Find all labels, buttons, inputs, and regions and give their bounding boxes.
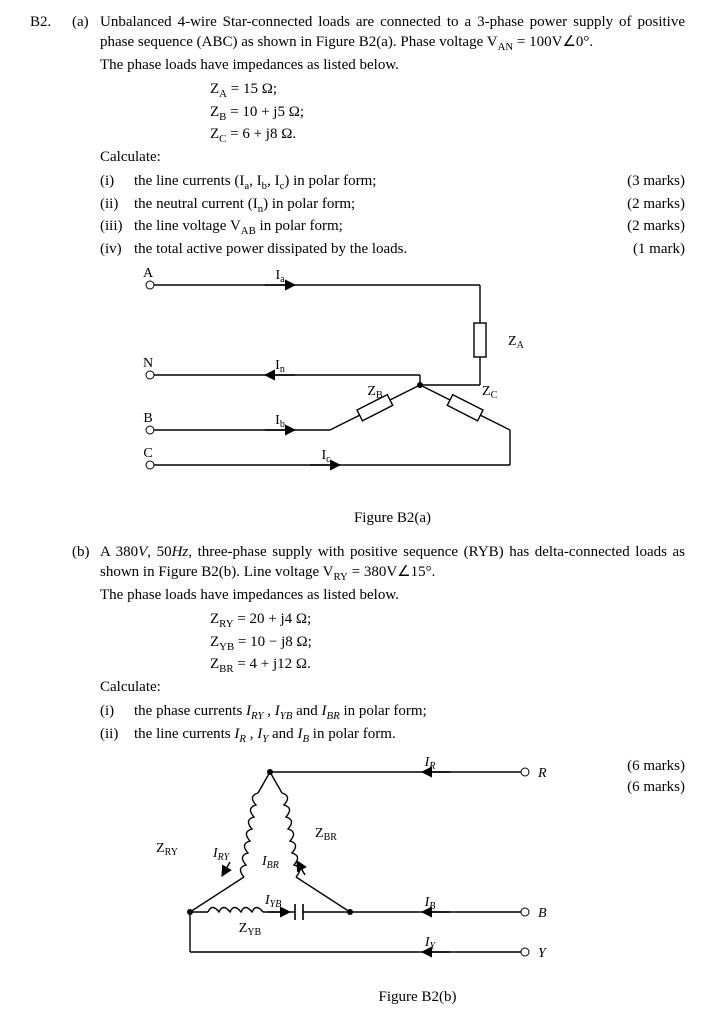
- svg-text:B: B: [143, 411, 152, 426]
- svg-text:R: R: [537, 766, 547, 781]
- marks-ii: (2 marks): [605, 194, 685, 214]
- part-a-label: (a): [72, 12, 100, 32]
- svg-text:ZRY: ZRY: [156, 841, 178, 858]
- sub-i: (i) the line currents (Ia, Ib, Ic) in po…: [100, 171, 685, 194]
- svg-text:Ia: Ia: [275, 268, 285, 285]
- figure-b2b: R IR ZRY IRY ZBR IBR: [30, 752, 605, 977]
- calculate-label-b: Calculate:: [30, 677, 685, 697]
- svg-text:IY: IY: [424, 935, 437, 952]
- question-b-intro: (b) A 380V, 50Hz, three-phase supply wit…: [30, 542, 685, 605]
- marks-iii: (2 marks): [605, 216, 685, 236]
- impedance-zyb: ZYB = 10 − j8 Ω;: [30, 632, 685, 655]
- marks-iv: (1 mark): [605, 239, 685, 259]
- marks-i: (3 marks): [605, 171, 685, 191]
- part-b-label: (b): [72, 542, 100, 562]
- svg-text:A: A: [143, 266, 154, 281]
- svg-text:IYB: IYB: [264, 893, 281, 910]
- sub-iii: (iii) the line voltage VAB in polar form…: [100, 216, 685, 239]
- svg-text:N: N: [143, 356, 153, 371]
- marks-b-block: (6 marks) (6 marks): [605, 746, 685, 797]
- calculate-label-a: Calculate:: [30, 147, 685, 167]
- figure-b2a: A Ia ZA N In ZB B Ib: [30, 265, 685, 500]
- svg-text:ZC: ZC: [482, 384, 498, 401]
- sub-iv: (iv) the total active power dissipated b…: [100, 239, 685, 259]
- sub-b-i: (i) the phase currents IRY , IYB and IBR…: [100, 701, 685, 724]
- svg-text:Ib: Ib: [275, 413, 285, 430]
- svg-text:ZB: ZB: [367, 384, 383, 401]
- question-a-intro: B2. (a) Unbalanced 4-wire Star-connected…: [30, 12, 685, 75]
- impedance-zc: ZC = 6 + j8 Ω.: [30, 124, 685, 147]
- marks-b-ii: (6 marks): [605, 777, 685, 797]
- part-b-text: A 380V, 50Hz, three-phase supply with po…: [100, 542, 685, 605]
- impedance-za: ZA = 15 Ω;: [30, 79, 685, 102]
- svg-text:IRY: IRY: [212, 846, 231, 863]
- question-number: B2.: [30, 12, 72, 32]
- svg-text:ZYB: ZYB: [239, 921, 262, 938]
- svg-text:B: B: [538, 906, 547, 921]
- svg-text:ZA: ZA: [508, 334, 525, 351]
- figure-b2a-caption: Figure B2(a): [30, 508, 685, 528]
- svg-text:IB: IB: [424, 895, 436, 912]
- marks-b-i: (6 marks): [605, 756, 685, 776]
- sub-ii: (ii) the neutral current (In) in polar f…: [100, 194, 685, 217]
- svg-text:In: In: [275, 358, 285, 375]
- figure-b2b-row: R IR ZRY IRY ZBR IBR: [30, 746, 685, 985]
- impedance-zbr: ZBR = 4 + j12 Ω.: [30, 654, 685, 677]
- svg-text:C: C: [143, 446, 152, 461]
- svg-text:IR: IR: [424, 755, 436, 772]
- svg-text:ZBR: ZBR: [315, 826, 337, 843]
- svg-text:IBR: IBR: [261, 854, 279, 871]
- figure-b2b-caption: Figure B2(b): [30, 987, 685, 1007]
- svg-text:Y: Y: [538, 946, 548, 961]
- svg-text:Ic: Ic: [321, 448, 331, 465]
- part-a-text: Unbalanced 4-wire Star-connected loads a…: [100, 12, 685, 75]
- impedance-zry: ZRY = 20 + j4 Ω;: [30, 609, 685, 632]
- impedance-zb: ZB = 10 + j5 Ω;: [30, 102, 685, 125]
- sub-b-ii: (ii) the line currents IR , IY and IB in…: [100, 724, 685, 747]
